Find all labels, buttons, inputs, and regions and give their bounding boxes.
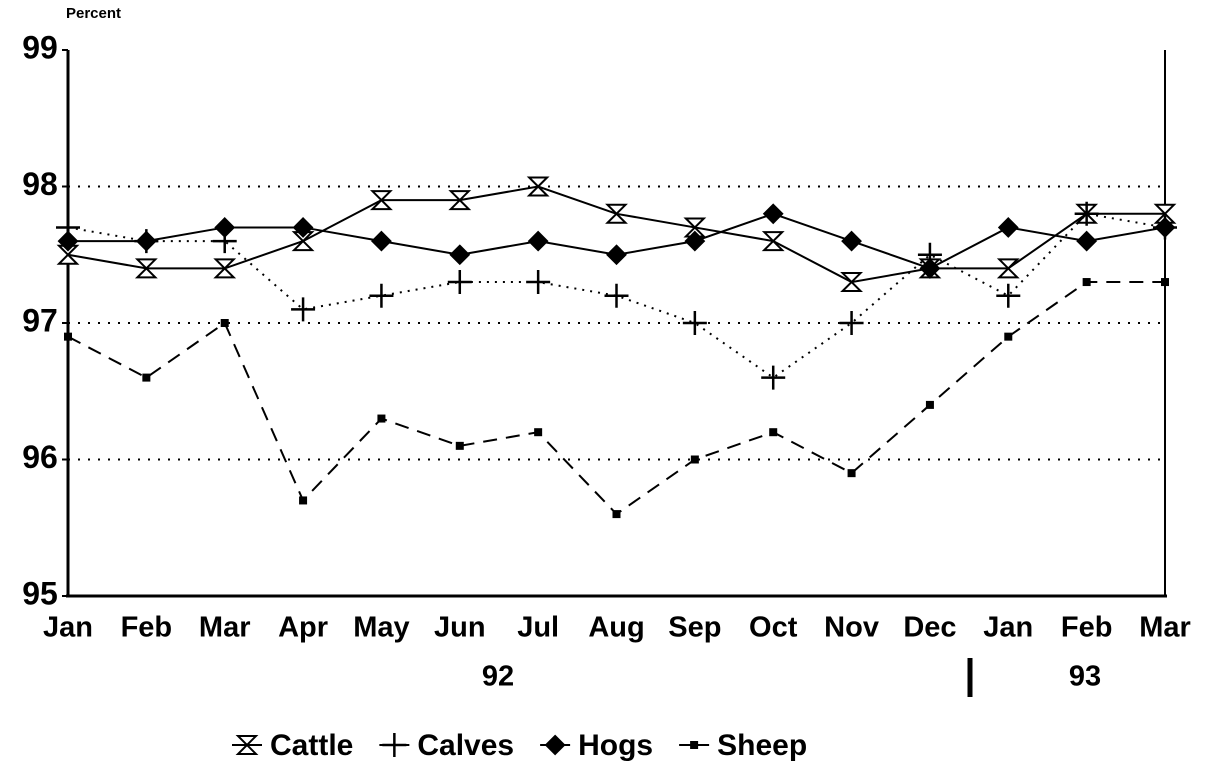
marker [925, 400, 934, 409]
legend-label: Sheep [717, 729, 807, 762]
marker [455, 441, 464, 450]
legend-label: Cattle [270, 729, 353, 762]
marker [690, 741, 699, 749]
marker [840, 272, 863, 293]
series-line [67, 281, 1165, 516]
marker [761, 231, 785, 252]
marker [605, 203, 628, 224]
marker [839, 311, 864, 335]
marker [526, 270, 551, 295]
marker [682, 311, 707, 335]
marker [371, 230, 392, 252]
legend-label: Hogs [578, 729, 653, 762]
marker [448, 190, 472, 211]
marker [447, 270, 472, 295]
marker [534, 428, 543, 437]
marker [1154, 217, 1176, 238]
marker [64, 332, 72, 341]
marker [606, 244, 627, 266]
marker [769, 428, 778, 437]
x-tick-label: Jan [43, 612, 93, 644]
marker [612, 510, 621, 519]
marker [690, 455, 699, 464]
marker [996, 283, 1021, 308]
marker [299, 496, 308, 505]
marker [291, 297, 316, 322]
marker [235, 735, 259, 755]
x-tick-label: Dec [903, 612, 956, 644]
series-line [67, 212, 1166, 379]
legend-label: Calves [417, 729, 514, 762]
y-tick-label: 98 [22, 166, 58, 202]
marker [526, 176, 550, 197]
marker [135, 230, 157, 252]
x-tick-label: Oct [749, 612, 798, 644]
marker [1161, 278, 1169, 287]
marker [1076, 230, 1098, 252]
x-tick-label: Nov [824, 612, 879, 644]
y-tick-label: 95 [22, 575, 58, 611]
marker [762, 203, 784, 225]
marker [684, 230, 706, 252]
x-tick-label: Feb [121, 612, 173, 644]
marker [292, 217, 314, 238]
x-tick-label: Feb [1061, 612, 1113, 644]
marker [370, 190, 393, 211]
marker [544, 734, 566, 756]
x-tick-label: Aug [588, 612, 644, 644]
x-tick-label: May [353, 612, 409, 644]
marker [996, 258, 1020, 279]
marker [1004, 332, 1013, 341]
marker [997, 217, 1019, 238]
x-tick-label: Apr [278, 612, 328, 644]
y-tick-label: 99 [22, 29, 58, 65]
series [57, 203, 1176, 279]
marker [134, 258, 158, 279]
series-line [67, 185, 1165, 284]
marker [449, 244, 471, 266]
marker [841, 230, 862, 252]
x-tick-label: Mar [199, 612, 251, 644]
x-group-label: 92 [482, 661, 514, 693]
marker [220, 319, 229, 327]
x-tick-label: Jan [983, 612, 1033, 644]
x-tick-label: Mar [1139, 612, 1191, 644]
y-axis-label: Percent [66, 5, 121, 22]
x-tick-label: Jul [517, 612, 559, 644]
marker [604, 283, 629, 308]
marker [213, 258, 237, 279]
y-tick-label: 96 [22, 439, 58, 475]
marker [214, 217, 236, 238]
marker [142, 373, 151, 382]
series [64, 278, 1169, 519]
x-tick-label: Jun [434, 612, 486, 644]
marker [57, 230, 79, 252]
marker [1082, 278, 1091, 287]
marker [683, 217, 707, 238]
marker [761, 365, 786, 390]
marker [369, 283, 394, 308]
x-group-label: 93 [1069, 661, 1101, 693]
marker [919, 257, 941, 279]
x-tick-label: Sep [668, 612, 721, 644]
y-tick-label: 97 [22, 302, 58, 338]
series [56, 201, 1177, 390]
series [56, 176, 1177, 293]
marker [527, 230, 549, 252]
marker [1074, 201, 1099, 226]
marker [1153, 203, 1177, 224]
marker [377, 414, 386, 423]
marker [382, 733, 407, 757]
marker [847, 469, 856, 478]
